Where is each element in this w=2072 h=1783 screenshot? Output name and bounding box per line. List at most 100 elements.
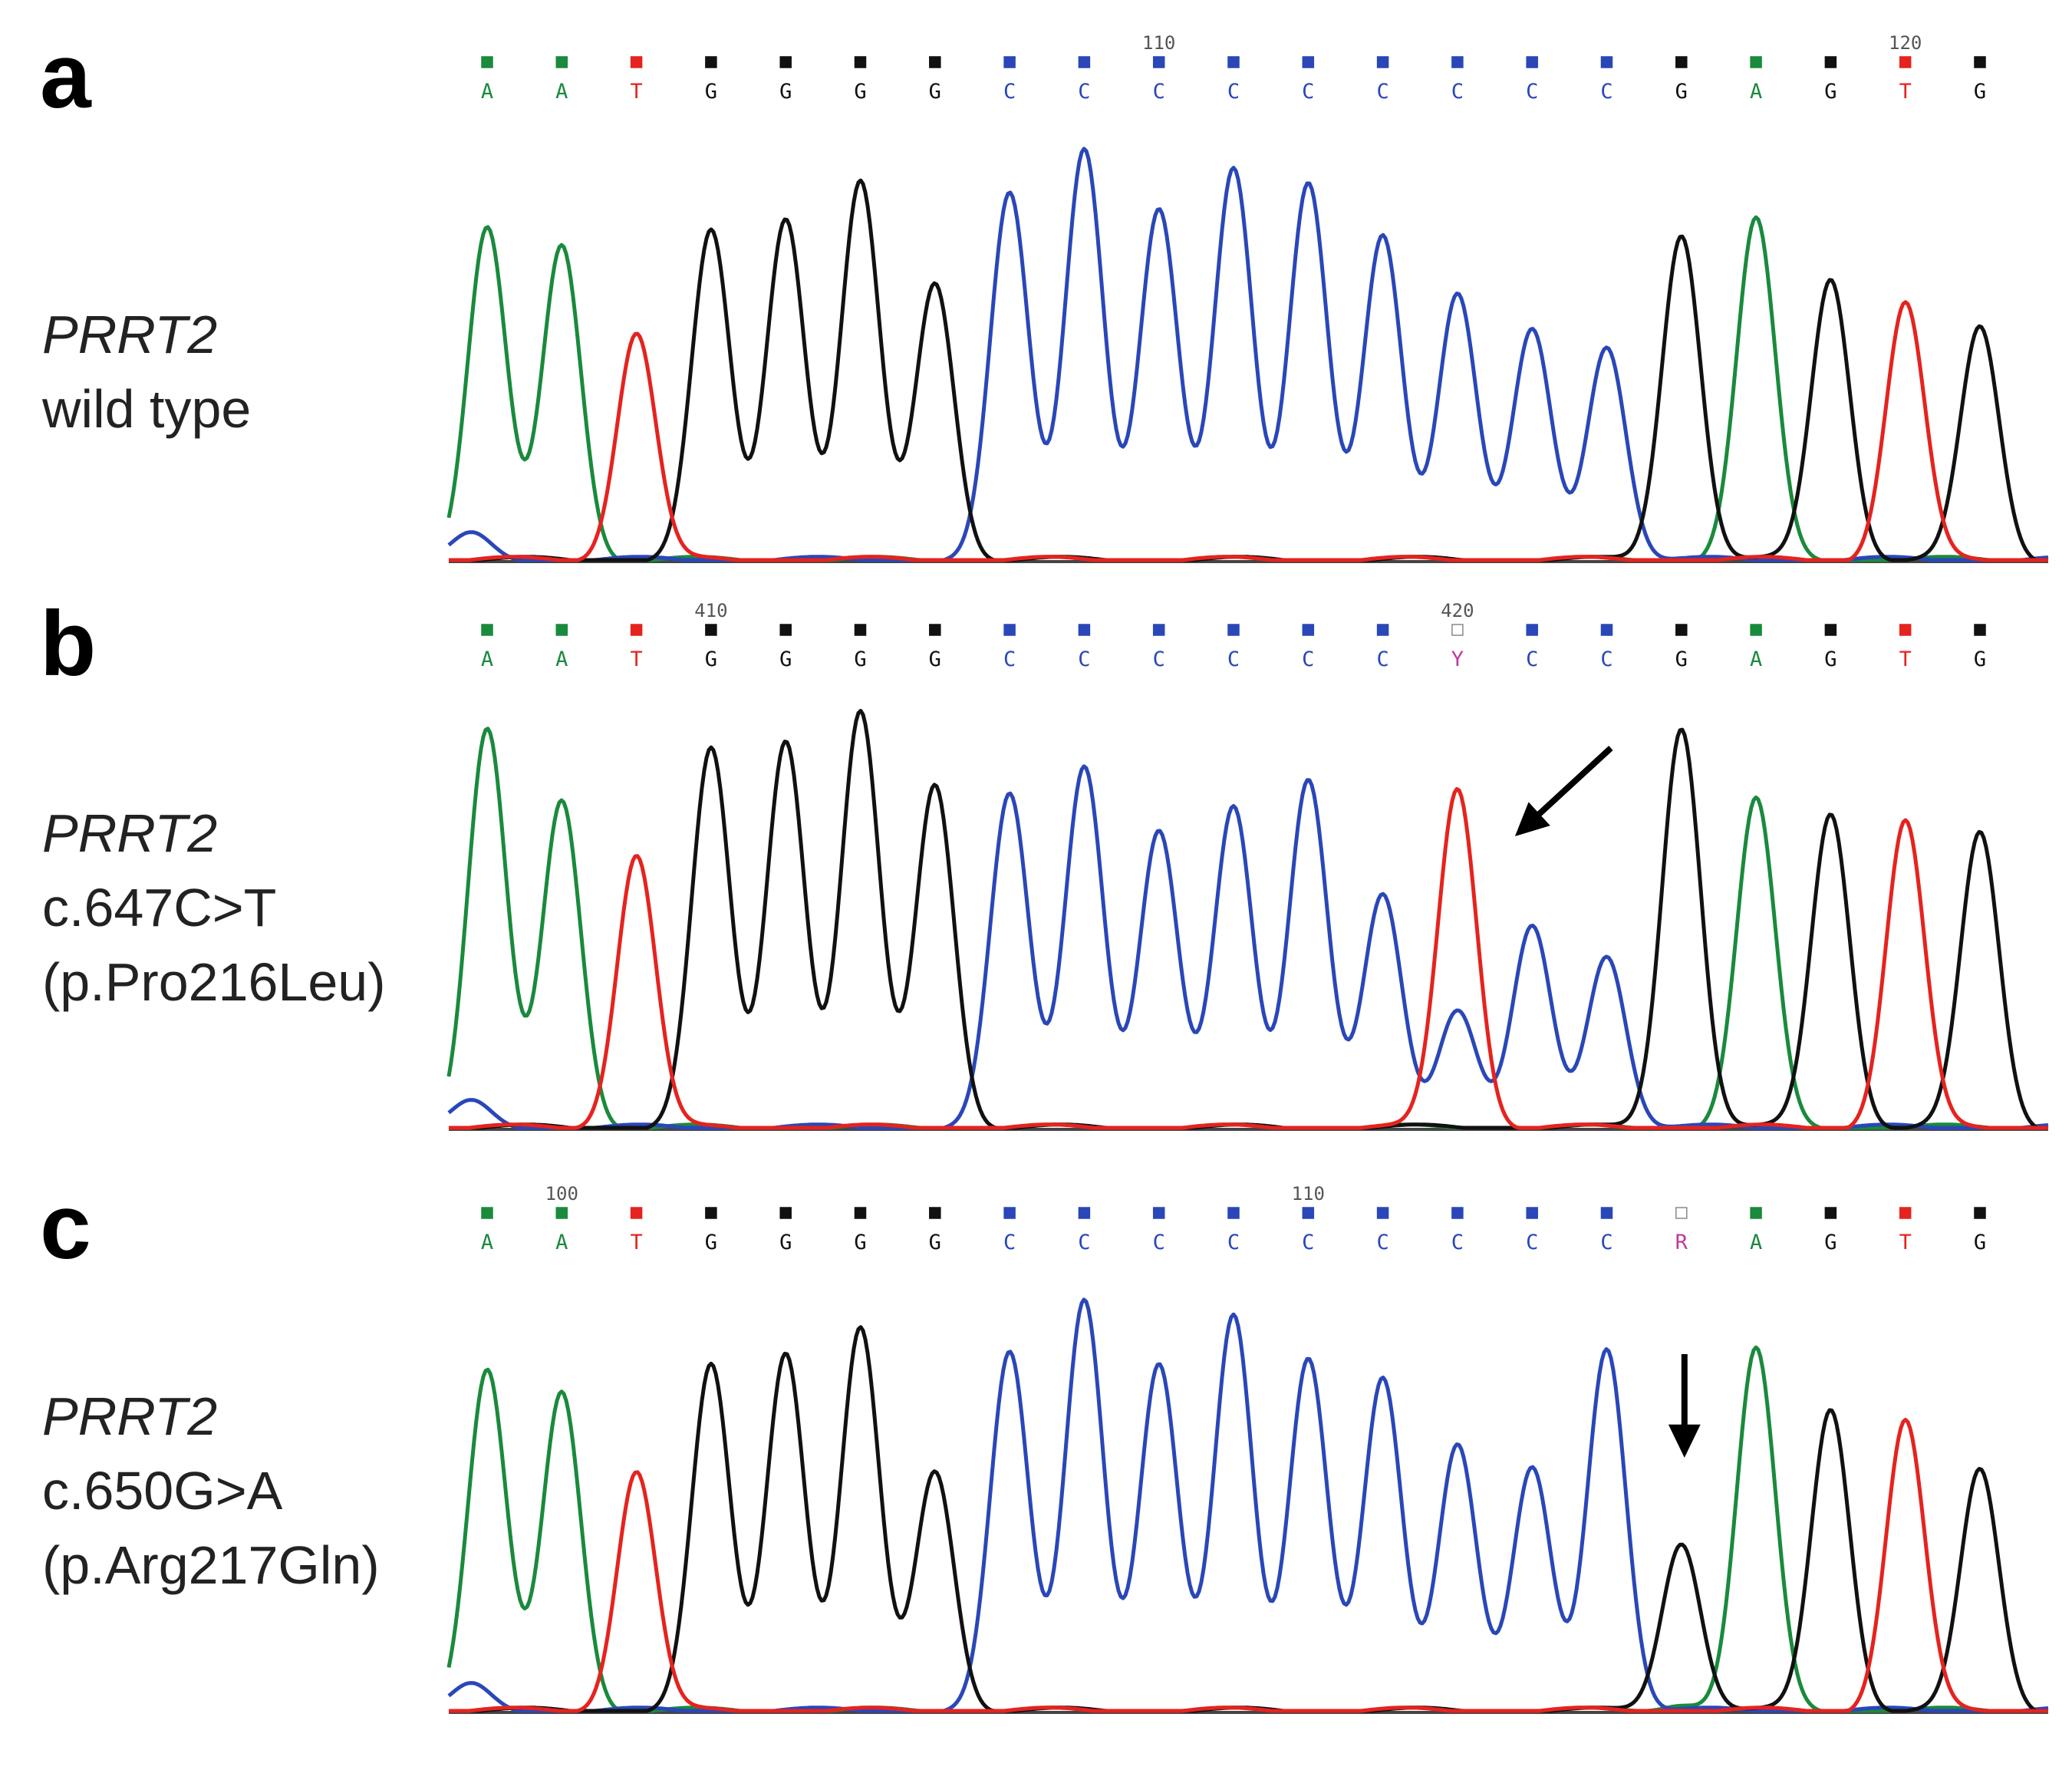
quality-marker xyxy=(1078,56,1091,68)
position-label: 110 xyxy=(1292,1183,1325,1205)
base-call: A xyxy=(555,648,568,671)
quality-marker xyxy=(630,56,643,68)
quality-marker xyxy=(1003,56,1016,68)
base-call: T xyxy=(1899,648,1912,671)
base-call: G xyxy=(1974,648,1986,671)
base-call: C xyxy=(1153,1231,1165,1254)
quality-marker xyxy=(1078,624,1091,636)
base-call: T xyxy=(630,80,642,104)
base-call: G xyxy=(1824,1231,1836,1254)
trace-C xyxy=(447,764,2049,1130)
panel-c: c PRRT2 c.650G>A (p.Arg217Gln) A A T G G G G C C C C C C… xyxy=(40,1175,2049,1714)
quality-marker xyxy=(1824,1207,1837,1219)
trace-G xyxy=(449,178,2048,562)
base-call: C xyxy=(1526,648,1538,671)
base-call: C xyxy=(1376,1231,1388,1254)
base-call: C xyxy=(1376,80,1388,104)
position-label: 420 xyxy=(1441,600,1474,621)
quality-marker xyxy=(1899,1207,1912,1219)
quality-marker xyxy=(929,624,941,636)
base-call: G xyxy=(929,648,941,671)
base-call: G xyxy=(854,1231,866,1254)
quality-marker xyxy=(1600,56,1613,68)
quality-marker xyxy=(1974,56,1986,68)
base-call: C xyxy=(1003,1231,1016,1254)
base-call: C xyxy=(1302,648,1314,671)
base-call: C xyxy=(1600,1231,1612,1254)
variant-label: c.647C>T xyxy=(42,878,276,938)
panel-b: b PRRT2 c.647C>T (p.Pro216Leu) A A T G G G G C C C C C C… xyxy=(40,592,2049,1131)
quality-marker xyxy=(1824,624,1837,636)
base-call: C xyxy=(1600,80,1612,104)
quality-marker xyxy=(1376,624,1389,636)
quality-marker xyxy=(1227,624,1240,636)
base-call: G xyxy=(779,80,792,104)
position-label: 100 xyxy=(545,1183,578,1205)
variant-label: (p.Arg217Gln) xyxy=(42,1535,380,1595)
base-call: G xyxy=(779,1231,792,1254)
quality-marker xyxy=(1750,56,1762,68)
base-call: T xyxy=(1899,1231,1912,1254)
quality-marker xyxy=(1526,1207,1538,1219)
base-call: A xyxy=(1750,80,1762,104)
quality-marker xyxy=(1526,56,1538,68)
gene-label: PRRT2 xyxy=(42,803,217,863)
quality-marker xyxy=(1899,624,1912,636)
quality-marker xyxy=(1451,1207,1464,1219)
base-call: G xyxy=(854,80,866,104)
panel-letter: b xyxy=(40,592,96,695)
base-call: C xyxy=(1600,648,1612,671)
quality-marker xyxy=(929,1207,941,1219)
base-call: A xyxy=(481,80,493,104)
quality-marker xyxy=(1675,624,1688,636)
trace-T xyxy=(449,300,2048,562)
base-call: C xyxy=(1078,80,1090,104)
mutation-arrow-head xyxy=(1514,802,1550,836)
base-call: G xyxy=(779,648,792,671)
base-call: G xyxy=(929,1231,941,1254)
gene-label: PRRT2 xyxy=(42,305,217,364)
base-call: C xyxy=(1526,80,1538,104)
quality-marker xyxy=(1824,56,1837,68)
base-call: G xyxy=(705,80,717,104)
base-call: G xyxy=(1675,648,1688,671)
quality-marker xyxy=(555,624,568,636)
base-call: C xyxy=(1526,1231,1538,1254)
base-call: T xyxy=(630,648,642,671)
position-label: 110 xyxy=(1142,32,1175,54)
quality-marker xyxy=(1974,1207,1986,1219)
base-call: G xyxy=(705,648,717,671)
quality-marker xyxy=(630,624,643,636)
quality-marker xyxy=(779,624,792,636)
quality-marker xyxy=(1152,56,1165,68)
base-call: C xyxy=(1376,648,1388,671)
quality-marker xyxy=(1451,56,1464,68)
base-call: C xyxy=(1227,1231,1240,1254)
quality-marker xyxy=(1675,56,1688,68)
base-call: G xyxy=(854,648,866,671)
position-label: 120 xyxy=(1889,32,1922,54)
base-call: T xyxy=(630,1231,642,1254)
quality-marker xyxy=(1376,1207,1389,1219)
panel-a: a PRRT2 wild type A A T G G G G C C C C C C C C C G A G T G 110 1… xyxy=(40,25,2049,563)
base-call: C xyxy=(1078,648,1090,671)
quality-marker xyxy=(779,1207,792,1219)
base-call: A xyxy=(555,1231,568,1254)
base-call: C xyxy=(1302,80,1314,104)
position-label: 410 xyxy=(694,600,727,621)
base-call: G xyxy=(1974,1231,1986,1254)
panel-letter: c xyxy=(40,1175,91,1278)
base-call: G xyxy=(705,1231,717,1254)
quality-marker xyxy=(779,56,792,68)
base-call: C xyxy=(1003,80,1016,104)
quality-marker xyxy=(1302,1207,1315,1219)
base-call: R xyxy=(1675,1231,1688,1254)
quality-marker xyxy=(705,1207,717,1219)
quality-marker xyxy=(1078,1207,1091,1219)
quality-marker xyxy=(1899,56,1912,68)
quality-marker xyxy=(1451,624,1464,636)
trace-C xyxy=(447,147,2049,562)
quality-marker xyxy=(705,624,717,636)
variant-label: wild type xyxy=(41,379,251,439)
